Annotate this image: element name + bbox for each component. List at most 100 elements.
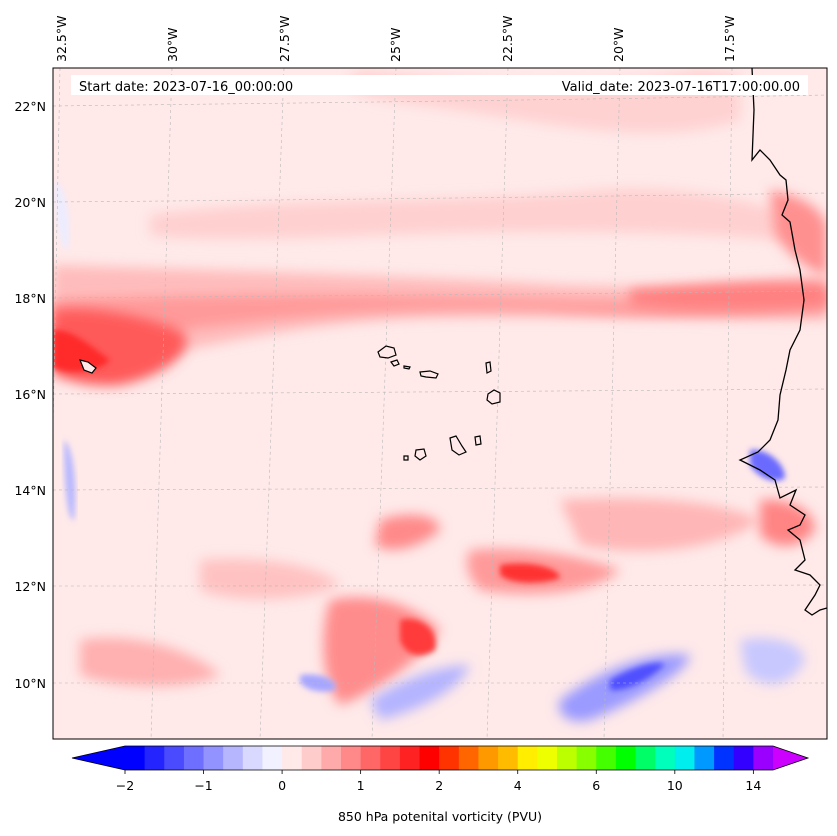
colorbar-segment	[262, 746, 283, 770]
map-border	[52, 67, 828, 740]
colorbar-tick-label: 4	[514, 778, 522, 793]
colorbar-segment	[223, 746, 244, 770]
island-brava	[403, 455, 409, 461]
pv-patch-se-1	[560, 498, 760, 551]
island-santo-antao	[377, 345, 397, 359]
pv-neg-patch-4	[64, 440, 76, 521]
colorbar-tick-label: 6	[592, 778, 600, 793]
colorbar-segment	[576, 746, 597, 770]
lat-label-10n: 10°N	[14, 676, 46, 691]
colorbar-segment	[399, 746, 421, 770]
island-santiago	[449, 435, 467, 456]
colorbar-segment	[674, 746, 695, 770]
colorbar-segment	[733, 746, 754, 770]
lat-label-12n: 12°N	[14, 579, 46, 594]
island-sao-nicolau	[419, 370, 439, 379]
colorbar-label: 850 hPa potenital vorticity (PVU)	[338, 809, 542, 824]
lon-label-30w: 30°W	[165, 27, 180, 62]
island-maio	[474, 435, 482, 446]
start-date-label: Start date: 2023-07-16_00:00:00	[79, 80, 293, 95]
colorbar-segment	[419, 746, 440, 770]
colorbar-segment	[615, 746, 637, 770]
colorbar-segment	[478, 746, 499, 770]
pv-background-field	[53, 68, 827, 739]
lat-label-14n: 14°N	[14, 483, 46, 498]
colorbar-segment	[714, 746, 735, 770]
lon-label-27-5w: 27.5°W	[277, 16, 292, 62]
pv-neg-patch-2	[370, 665, 470, 720]
colorbar-segment	[694, 746, 715, 770]
colorbar-tick-label: 0	[278, 778, 286, 793]
colorbar-segment	[380, 746, 401, 770]
lat-label-20n: 20°N	[14, 195, 46, 210]
colorbar-segment	[596, 746, 617, 770]
colorbar-tick-label: 2	[435, 778, 443, 793]
colorbar-segment	[164, 746, 185, 770]
map-panel	[53, 68, 827, 739]
colorbar-segment	[125, 746, 146, 770]
island-west-coast-feature	[79, 359, 97, 374]
colorbar-segment	[183, 746, 205, 770]
colorbar-segment	[655, 746, 676, 770]
colorbar-segments	[125, 746, 774, 770]
lat-label-22n: 22°N	[14, 99, 46, 114]
colorbar-tick-label: 14	[745, 778, 761, 793]
pv-neg-patch-1-core	[610, 662, 665, 691]
pv-band-20n	[150, 189, 780, 240]
pv-patch-south-1	[80, 637, 220, 687]
colorbar-under-arrow	[72, 746, 125, 770]
pv-patch-east-19n	[770, 190, 827, 275]
colorbar-segment	[203, 746, 224, 770]
island-boa-vista	[486, 389, 501, 405]
lon-label-22-5w: 22.5°W	[500, 16, 515, 62]
colorbar-segment	[635, 746, 656, 770]
west-africa-coastline	[738, 68, 827, 616]
colorbar-segment	[537, 746, 558, 770]
island-sao-vicente	[390, 359, 400, 367]
pv-neg-patch-7	[55, 180, 70, 250]
colorbar-tick-label: 10	[667, 778, 683, 793]
pv-patch-s-3	[200, 558, 340, 600]
colorbar-segment	[360, 746, 381, 770]
lat-label-18n: 18°N	[14, 291, 46, 306]
pv-patch-12n-core	[500, 563, 560, 583]
cabo-verde-islands	[79, 345, 501, 461]
colorbar-segment	[144, 746, 165, 770]
colorbar-tick-label: −2	[116, 778, 134, 793]
colorbar-segment	[498, 746, 519, 770]
pv-patch-south-3	[400, 619, 436, 656]
colorbar-segment	[321, 746, 342, 770]
island-santa-luzia	[403, 365, 411, 370]
latitude-labels: 22°N 20°N 18°N 16°N 14°N 12°N 10°N	[14, 99, 46, 691]
colorbar-segment	[753, 746, 774, 770]
colorbar-tick-label: 1	[357, 778, 365, 793]
colorbar-segment	[458, 746, 479, 770]
lon-label-25w: 25°W	[388, 27, 403, 62]
lon-label-20w: 20°W	[611, 27, 626, 62]
colorbar-over-arrow	[773, 746, 808, 770]
gridlines	[53, 68, 827, 739]
lat-label-16n: 16°N	[14, 387, 46, 402]
pv-neg-patch-5	[740, 638, 805, 684]
pv-neg-patch-3	[750, 449, 785, 481]
pv-patch-13n	[375, 514, 440, 550]
colorbar-segment	[517, 746, 538, 770]
colorbar-segment	[439, 746, 460, 770]
colorbar: −2 −1 0 1 2 4 6 10 14 850 hPa potenital vorticit…	[71, 745, 810, 824]
valid-date-label: Valid_date: 2023-07-16T17:00:00.00	[562, 80, 800, 95]
colorbar-segment	[282, 746, 303, 770]
longitude-labels: 32.5°W 30°W 27.5°W 25°W 22.5°W 20°W 17.5…	[54, 16, 737, 62]
lon-label-17-5w: 17.5°W	[722, 16, 737, 62]
colorbar-tick-label: −1	[194, 778, 212, 793]
pv-patch-east-18n	[630, 282, 827, 310]
colorbar-ticks: −2 −1 0 1 2 4 6 10 14	[116, 770, 761, 793]
lon-label-32-5w: 32.5°W	[54, 16, 69, 62]
island-sal	[485, 361, 492, 374]
colorbar-segment	[341, 746, 362, 770]
colorbar-segment	[242, 746, 263, 770]
header-box	[71, 75, 808, 95]
colorbar-segment	[557, 746, 578, 770]
island-fogo	[414, 448, 427, 461]
pv-core-west-max	[53, 329, 110, 372]
